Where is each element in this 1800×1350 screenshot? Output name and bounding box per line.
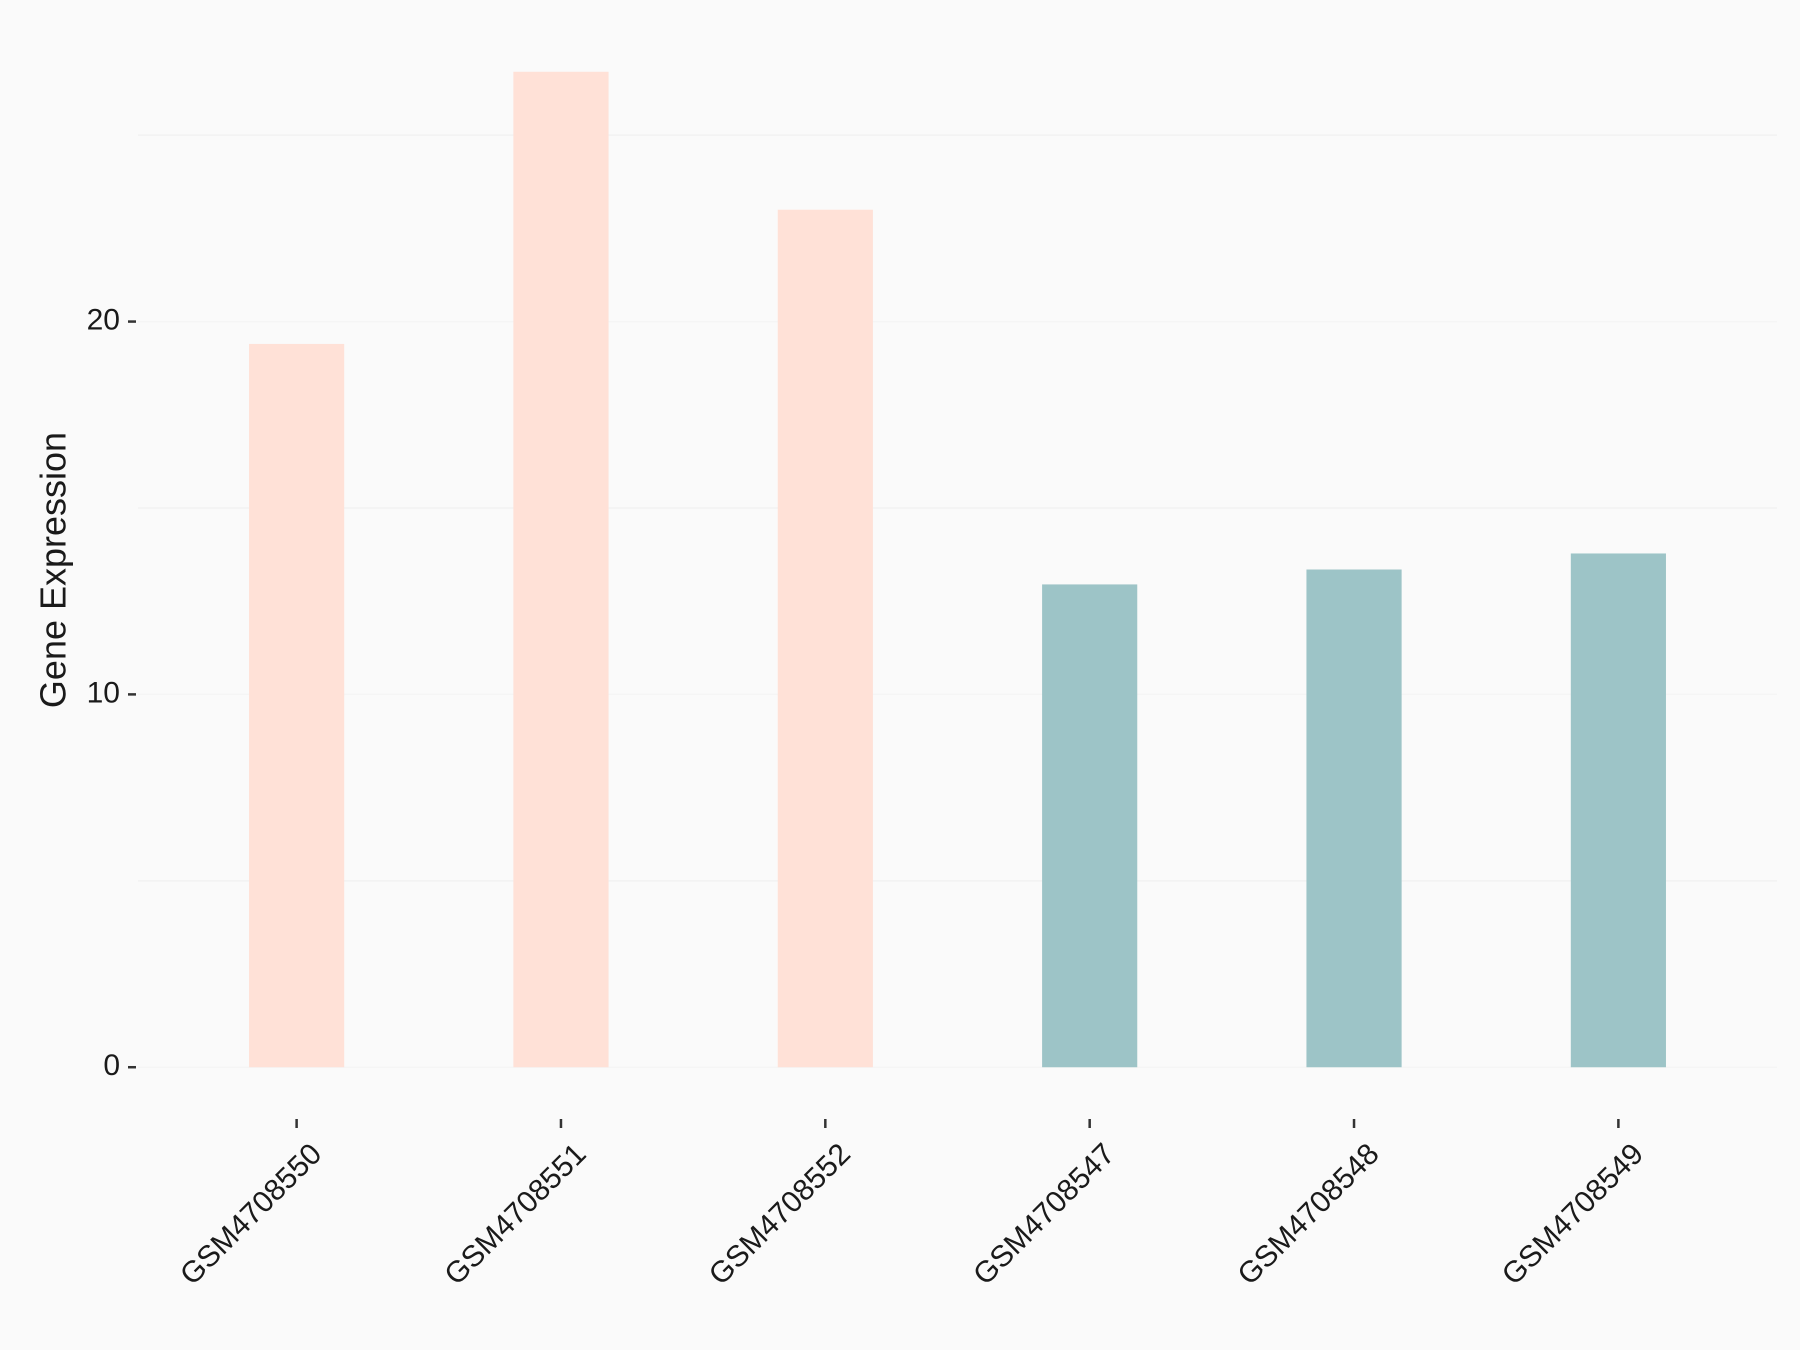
y-axis-title: Gene Expression <box>33 432 74 708</box>
bar <box>513 71 609 1068</box>
y-tick-label: 20 <box>87 303 120 336</box>
bar <box>249 343 345 1068</box>
bar <box>1042 584 1138 1068</box>
y-tick-label: 0 <box>103 1049 120 1082</box>
bar <box>1570 553 1666 1068</box>
bar <box>1306 569 1402 1068</box>
bar <box>777 209 873 1068</box>
y-tick-label: 10 <box>87 676 120 709</box>
